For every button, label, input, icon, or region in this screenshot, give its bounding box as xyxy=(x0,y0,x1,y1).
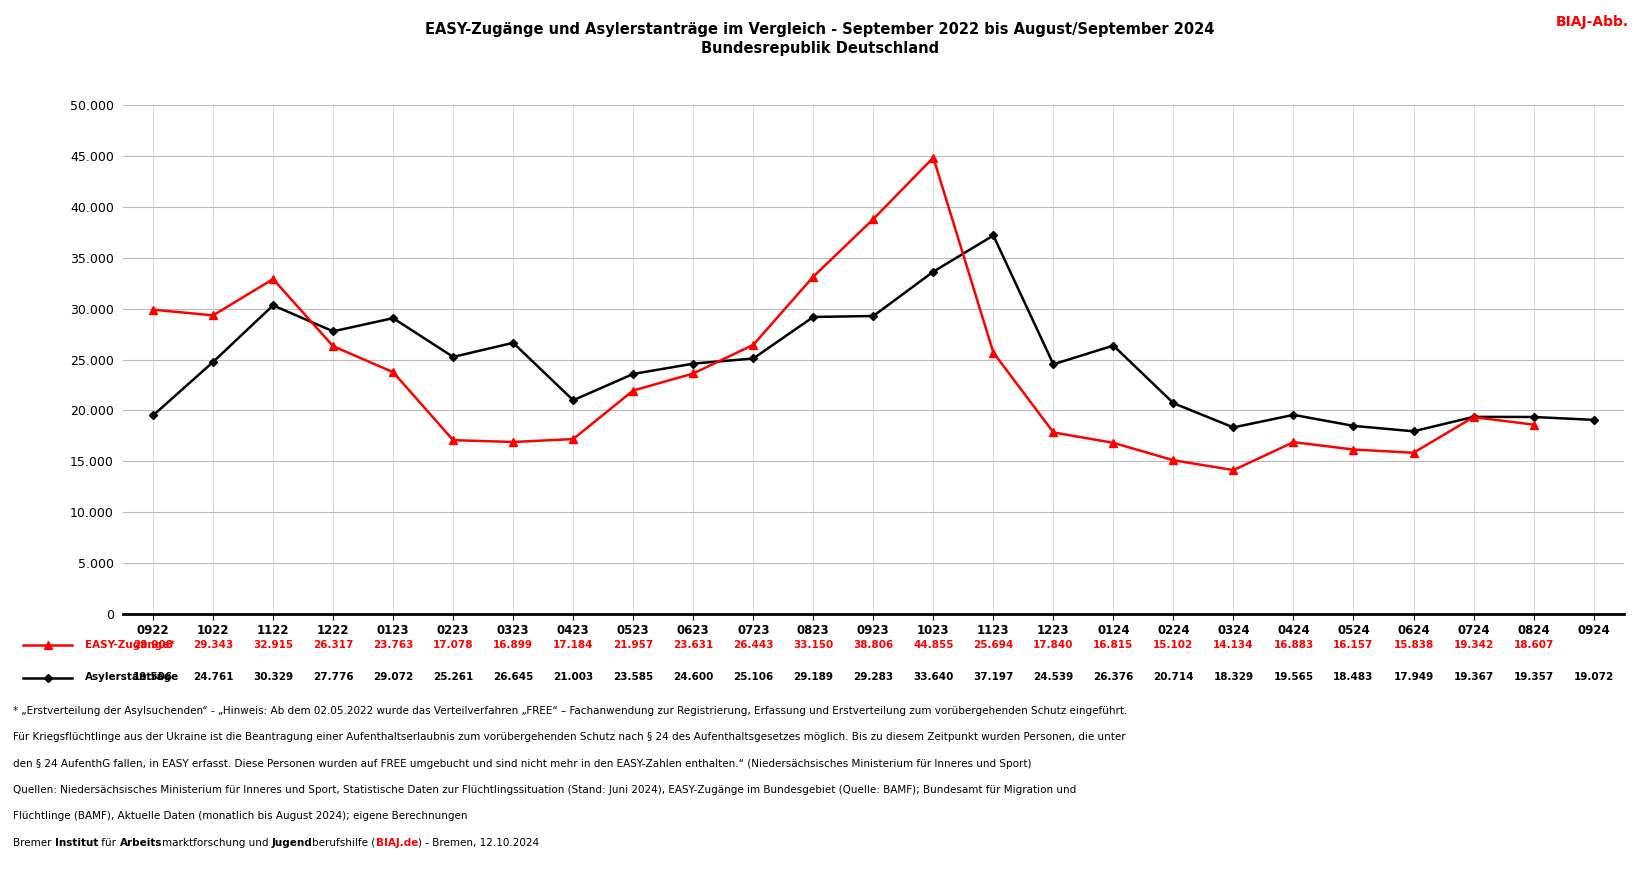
Text: 23.763: 23.763 xyxy=(372,639,413,650)
Text: 16.899: 16.899 xyxy=(493,639,533,650)
Text: 19.342: 19.342 xyxy=(1452,639,1493,650)
Text: Quellen: Niedersächsisches Ministerium für Inneres und Sport, Statistische Daten: Quellen: Niedersächsisches Ministerium f… xyxy=(13,785,1075,795)
Text: für: für xyxy=(98,838,120,847)
Text: 29.283: 29.283 xyxy=(852,672,893,682)
Text: den § 24 AufenthG fallen, in EASY erfasst. Diese Personen wurden auf FREE umgebu: den § 24 AufenthG fallen, in EASY erfass… xyxy=(13,759,1031,768)
Text: 37.197: 37.197 xyxy=(972,672,1013,682)
Text: 17.078: 17.078 xyxy=(433,639,474,650)
Text: EASY-Zugänge und Asylerstanträge im Vergleich - September 2022 bis August/Septem: EASY-Zugänge und Asylerstanträge im Verg… xyxy=(425,22,1214,37)
Text: 30.329: 30.329 xyxy=(252,672,293,682)
Text: 17.949: 17.949 xyxy=(1393,672,1432,682)
Text: 21.957: 21.957 xyxy=(613,639,652,650)
Text: 33.640: 33.640 xyxy=(913,672,952,682)
Text: 27.776: 27.776 xyxy=(313,672,352,682)
Text: 19.367: 19.367 xyxy=(1452,672,1493,682)
Text: 18.607: 18.607 xyxy=(1513,639,1552,650)
Text: Bundesrepublik Deutschland: Bundesrepublik Deutschland xyxy=(700,41,939,56)
Text: 32.915: 32.915 xyxy=(252,639,293,650)
Text: 15.102: 15.102 xyxy=(1152,639,1193,650)
Text: 25.106: 25.106 xyxy=(733,672,774,682)
Text: 19.357: 19.357 xyxy=(1513,672,1552,682)
Text: 20.714: 20.714 xyxy=(1152,672,1193,682)
Text: 24.539: 24.539 xyxy=(1033,672,1074,682)
Text: 23.631: 23.631 xyxy=(672,639,713,650)
Text: 24.600: 24.600 xyxy=(672,672,713,682)
Text: Flüchtlinge (BAMF), Aktuelle Daten (monatlich bis August 2024); eigene Berechnun: Flüchtlinge (BAMF), Aktuelle Daten (mona… xyxy=(13,811,467,821)
Text: 26.317: 26.317 xyxy=(313,639,352,650)
Text: 16.157: 16.157 xyxy=(1333,639,1373,650)
Text: 25.694: 25.694 xyxy=(972,639,1013,650)
Text: 16.883: 16.883 xyxy=(1272,639,1313,650)
Text: Asylerstanträge: Asylerstanträge xyxy=(85,672,179,682)
Text: 29.908: 29.908 xyxy=(133,639,172,650)
Text: 26.376: 26.376 xyxy=(1093,672,1133,682)
Text: 18.483: 18.483 xyxy=(1333,672,1373,682)
Text: 21.003: 21.003 xyxy=(552,672,593,682)
Text: berufshilfe (: berufshilfe ( xyxy=(313,838,375,847)
Text: 18.329: 18.329 xyxy=(1213,672,1252,682)
Text: 29.343: 29.343 xyxy=(193,639,233,650)
Text: BIAJ.de: BIAJ.de xyxy=(375,838,418,847)
Text: 19.565: 19.565 xyxy=(1272,672,1313,682)
Text: 38.806: 38.806 xyxy=(852,639,893,650)
Text: 17.840: 17.840 xyxy=(1033,639,1074,650)
Text: 26.645: 26.645 xyxy=(493,672,533,682)
Text: Für Kriegsflüchtlinge aus der Ukraine ist die Beantragung einer Aufenthaltserlau: Für Kriegsflüchtlinge aus der Ukraine is… xyxy=(13,732,1124,742)
Text: 25.261: 25.261 xyxy=(433,672,474,682)
Text: 14.134: 14.134 xyxy=(1213,639,1252,650)
Text: BIAJ-Abb.: BIAJ-Abb. xyxy=(1554,15,1628,29)
Text: 23.585: 23.585 xyxy=(613,672,652,682)
Text: 29.072: 29.072 xyxy=(372,672,413,682)
Text: Bremer: Bremer xyxy=(13,838,54,847)
Text: 15.838: 15.838 xyxy=(1393,639,1432,650)
Text: 24.761: 24.761 xyxy=(193,672,233,682)
Text: * „Erstverteilung der Asylsuchenden“ - „Hinweis: Ab dem 02.05.2022 wurde das Ver: * „Erstverteilung der Asylsuchenden“ - „… xyxy=(13,706,1126,716)
Text: 19.506: 19.506 xyxy=(133,672,174,682)
Text: 44.855: 44.855 xyxy=(913,639,952,650)
Text: 33.150: 33.150 xyxy=(793,639,833,650)
Text: 16.815: 16.815 xyxy=(1093,639,1133,650)
Text: EASY-Zugänge*: EASY-Zugänge* xyxy=(85,639,175,650)
Text: ) - Bremen, 12.10.2024: ) - Bremen, 12.10.2024 xyxy=(418,838,539,847)
Text: marktforschung und: marktforschung und xyxy=(162,838,272,847)
Text: 29.189: 29.189 xyxy=(793,672,833,682)
Text: Jugend: Jugend xyxy=(272,838,313,847)
Text: 26.443: 26.443 xyxy=(733,639,774,650)
Text: Arbeits: Arbeits xyxy=(120,838,162,847)
Text: 19.072: 19.072 xyxy=(1572,672,1613,682)
Text: 17.184: 17.184 xyxy=(552,639,593,650)
Text: Institut: Institut xyxy=(54,838,98,847)
